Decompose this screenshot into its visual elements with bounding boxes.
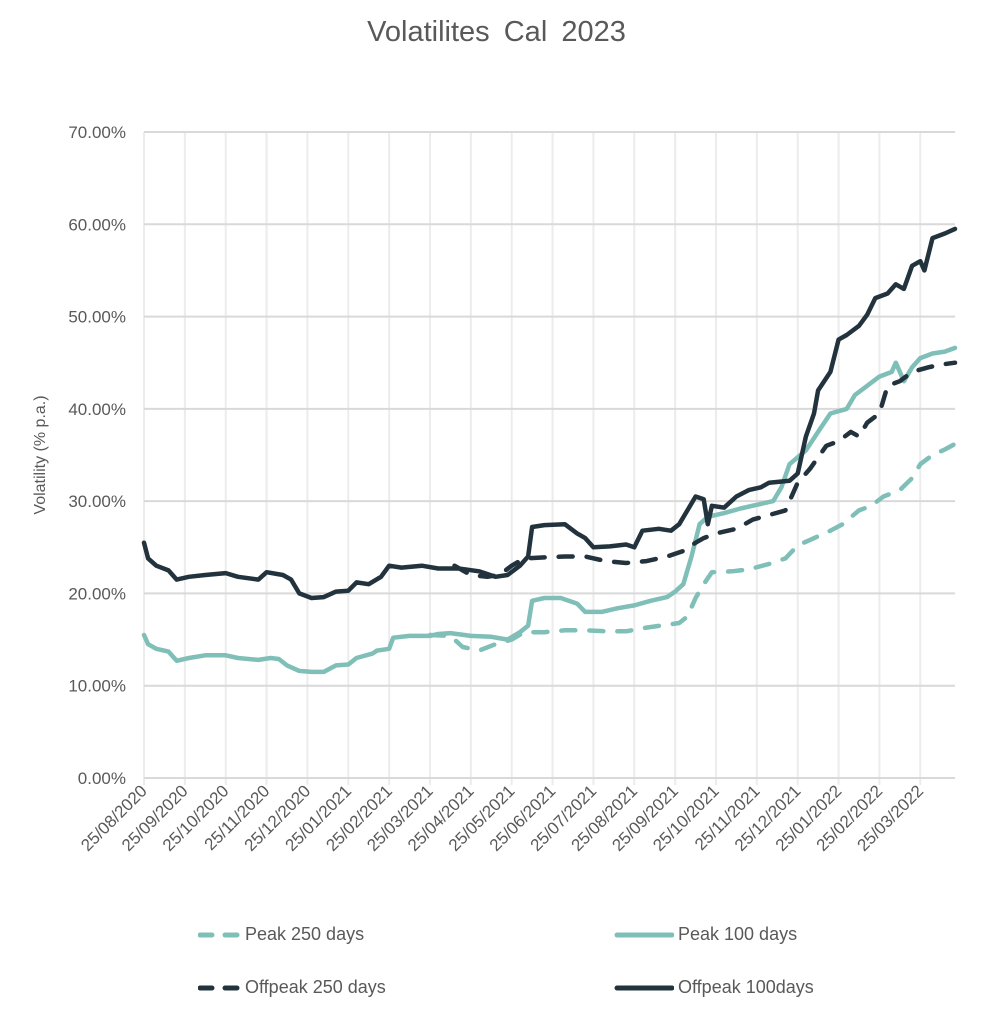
y-tick-label: 0.00% <box>78 769 126 788</box>
legend-label: Offpeak 250 days <box>245 977 386 997</box>
y-axis-label: Volatility (% p.a.) <box>32 395 49 514</box>
grid <box>143 131 955 785</box>
legend-item-peak-100[interactable]: Peak 100 days <box>614 924 797 945</box>
legend-label: Peak 250 days <box>245 924 365 944</box>
legend-item-offpeak-100[interactable]: Offpeak 100days <box>614 977 814 998</box>
series-line-offpeak-100days <box>141 226 958 601</box>
series-line-peak-100-days <box>141 345 958 675</box>
y-tick-label: 20.00% <box>68 584 126 603</box>
legend-swatch-peak-250 <box>198 932 240 937</box>
legend-swatch-offpeak-100 <box>614 985 674 990</box>
series-lines <box>141 226 958 675</box>
legend-label: Offpeak 100days <box>678 977 814 997</box>
series-line-offpeak-250-days <box>452 360 958 580</box>
y-tick-label: 50.00% <box>68 308 126 327</box>
legend-swatch-peak-100 <box>614 932 674 937</box>
x-axis-ticks: 25/08/202025/09/202025/10/202025/11/2020… <box>77 781 927 855</box>
legend-label: Peak 100 days <box>678 924 798 944</box>
y-tick-label: 60.00% <box>68 215 126 234</box>
legend-item-peak-250[interactable]: Peak 250 days <box>198 924 364 945</box>
y-tick-label: 10.00% <box>68 677 126 696</box>
legend-item-offpeak-250[interactable]: Offpeak 250 days <box>198 977 386 998</box>
y-tick-label: 30.00% <box>68 492 126 511</box>
y-tick-label: 70.00% <box>68 123 126 142</box>
legend-swatch-offpeak-250 <box>198 985 240 990</box>
y-tick-label: 40.00% <box>68 400 126 419</box>
chart-title: Volatilites Cal 2023 <box>367 16 626 48</box>
y-axis-ticks: 0.00% 10.00% 20.00% 30.00% 40.00% 50.00% 60.00… <box>68 123 126 788</box>
